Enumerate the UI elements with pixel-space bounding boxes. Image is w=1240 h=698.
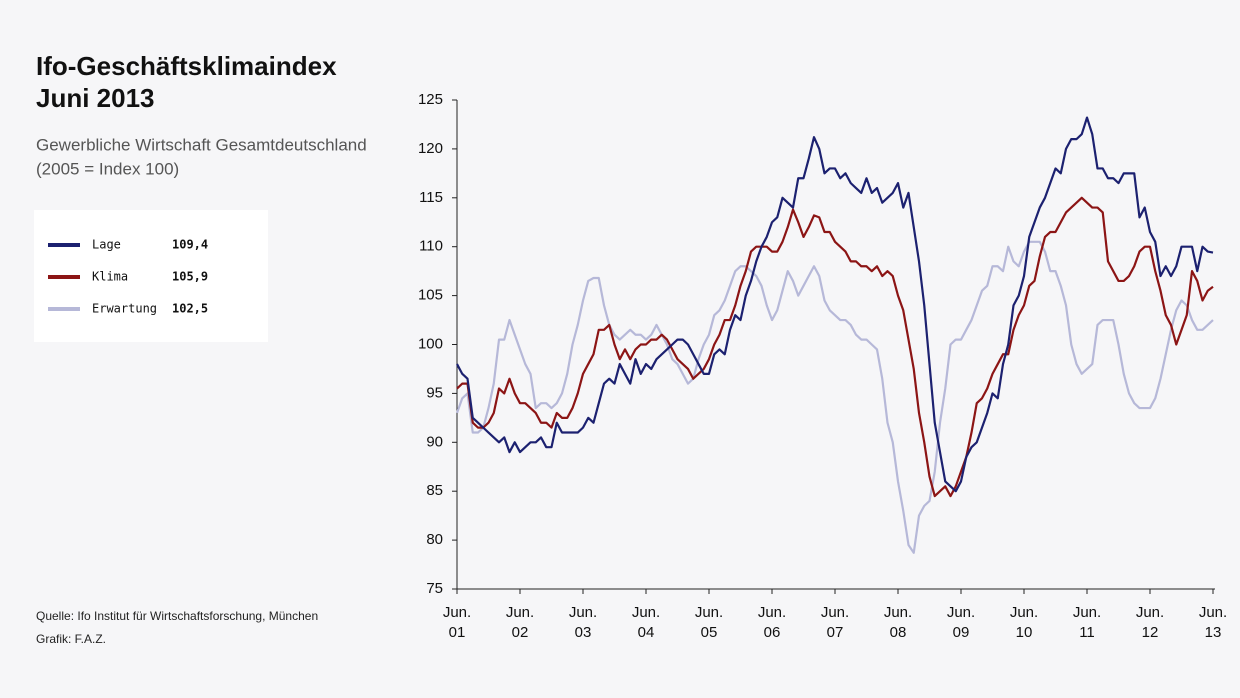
x-tick-label: Jun. 11 (1072, 604, 1102, 641)
legend-label: Klima (92, 270, 128, 284)
legend-value: 109,4 (172, 238, 208, 252)
series-line (455, 240, 1214, 554)
series-line (456, 116, 1214, 493)
x-tick-label: Jun. 09 (946, 604, 976, 641)
chart-date: Juni 2013 (36, 83, 155, 113)
legend-label: Erwartung (92, 302, 157, 316)
x-tick-label: Jun. 03 (568, 604, 598, 641)
y-tick-label: 120 (418, 140, 443, 157)
legend-value: 102,5 (172, 302, 208, 316)
y-tick-label: 125 (418, 91, 443, 108)
x-tick-label: Jun. 13 (1198, 604, 1228, 641)
y-tick-label: 110 (419, 238, 443, 255)
chart-title: Ifo-Geschäftsklimaindex (36, 51, 337, 81)
legend-label: Lage (92, 238, 121, 252)
subtitle-note: (2005 = Index 100) (36, 159, 179, 178)
x-tick-label: Jun. 12 (1135, 604, 1165, 641)
y-tick-label: 75 (426, 580, 443, 597)
source: Quelle: Ifo Institut für Wirtschaftsfors… (36, 609, 318, 623)
legend-value: 105,9 (172, 270, 208, 284)
y-tick-label: 85 (426, 482, 443, 499)
x-tick-label: Jun. 04 (631, 604, 661, 641)
x-tick-label: Jun. 10 (1009, 604, 1039, 641)
x-tick-label: Jun. 05 (694, 604, 724, 641)
y-tick-label: 115 (419, 189, 443, 206)
subtitle: Gewerbliche Wirtschaft Gesamtdeutschland (36, 135, 367, 154)
x-tick-label: Jun. 01 (442, 604, 472, 641)
x-tick-label: Jun. 07 (820, 604, 850, 641)
x-tick-label: Jun. 06 (757, 604, 787, 641)
y-tick-label: 90 (426, 433, 443, 450)
x-tick-label: Jun. 08 (883, 604, 913, 641)
series-line (456, 196, 1214, 498)
y-tick-label: 100 (418, 335, 443, 352)
credit: Grafik: F.A.Z. (36, 632, 106, 646)
y-tick-label: 105 (418, 287, 443, 304)
y-tick-label: 80 (426, 531, 443, 548)
x-tick-label: Jun. 02 (505, 604, 535, 641)
y-tick-label: 95 (426, 384, 443, 401)
